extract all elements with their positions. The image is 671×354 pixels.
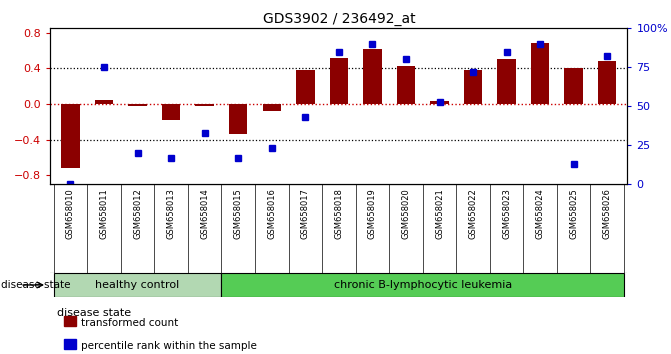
Text: disease state: disease state <box>1 280 71 290</box>
Text: GSM658024: GSM658024 <box>535 188 545 239</box>
Text: GSM658018: GSM658018 <box>334 188 344 239</box>
Bar <box>363 49 382 104</box>
Bar <box>296 70 315 104</box>
Text: GSM658023: GSM658023 <box>502 188 511 239</box>
Text: GSM658011: GSM658011 <box>99 188 109 239</box>
Text: GSM658010: GSM658010 <box>66 188 75 239</box>
Text: healthy control: healthy control <box>95 280 180 290</box>
Text: GSM658017: GSM658017 <box>301 188 310 239</box>
Bar <box>229 104 248 134</box>
Text: GSM658020: GSM658020 <box>401 188 411 239</box>
Text: percentile rank within the sample: percentile rank within the sample <box>81 341 256 350</box>
Text: transformed count: transformed count <box>81 318 178 328</box>
Bar <box>128 104 147 106</box>
Bar <box>564 68 583 104</box>
Text: GSM658022: GSM658022 <box>468 188 478 239</box>
Bar <box>64 316 76 326</box>
Title: GDS3902 / 236492_at: GDS3902 / 236492_at <box>262 12 415 26</box>
Text: GSM658025: GSM658025 <box>569 188 578 239</box>
Bar <box>531 44 550 104</box>
Bar <box>61 104 80 168</box>
Text: disease state: disease state <box>57 308 131 318</box>
Bar <box>54 273 221 297</box>
Bar <box>64 339 76 349</box>
Bar <box>95 99 113 104</box>
Text: GSM658026: GSM658026 <box>603 188 612 239</box>
Bar <box>397 66 415 104</box>
Bar <box>195 104 214 106</box>
Bar <box>464 70 482 104</box>
Text: GSM658015: GSM658015 <box>234 188 243 239</box>
Bar <box>430 101 449 104</box>
Text: GSM658016: GSM658016 <box>267 188 276 239</box>
Text: GSM658014: GSM658014 <box>200 188 209 239</box>
Bar <box>497 59 516 104</box>
Text: GSM658021: GSM658021 <box>435 188 444 239</box>
Bar <box>329 58 348 104</box>
Text: GSM658013: GSM658013 <box>166 188 176 239</box>
Bar <box>598 61 617 104</box>
Text: GSM658019: GSM658019 <box>368 188 377 239</box>
Bar <box>162 104 180 120</box>
Text: GSM658012: GSM658012 <box>133 188 142 239</box>
Bar <box>221 273 624 297</box>
Bar <box>262 104 281 111</box>
Text: chronic B-lymphocytic leukemia: chronic B-lymphocytic leukemia <box>333 280 512 290</box>
